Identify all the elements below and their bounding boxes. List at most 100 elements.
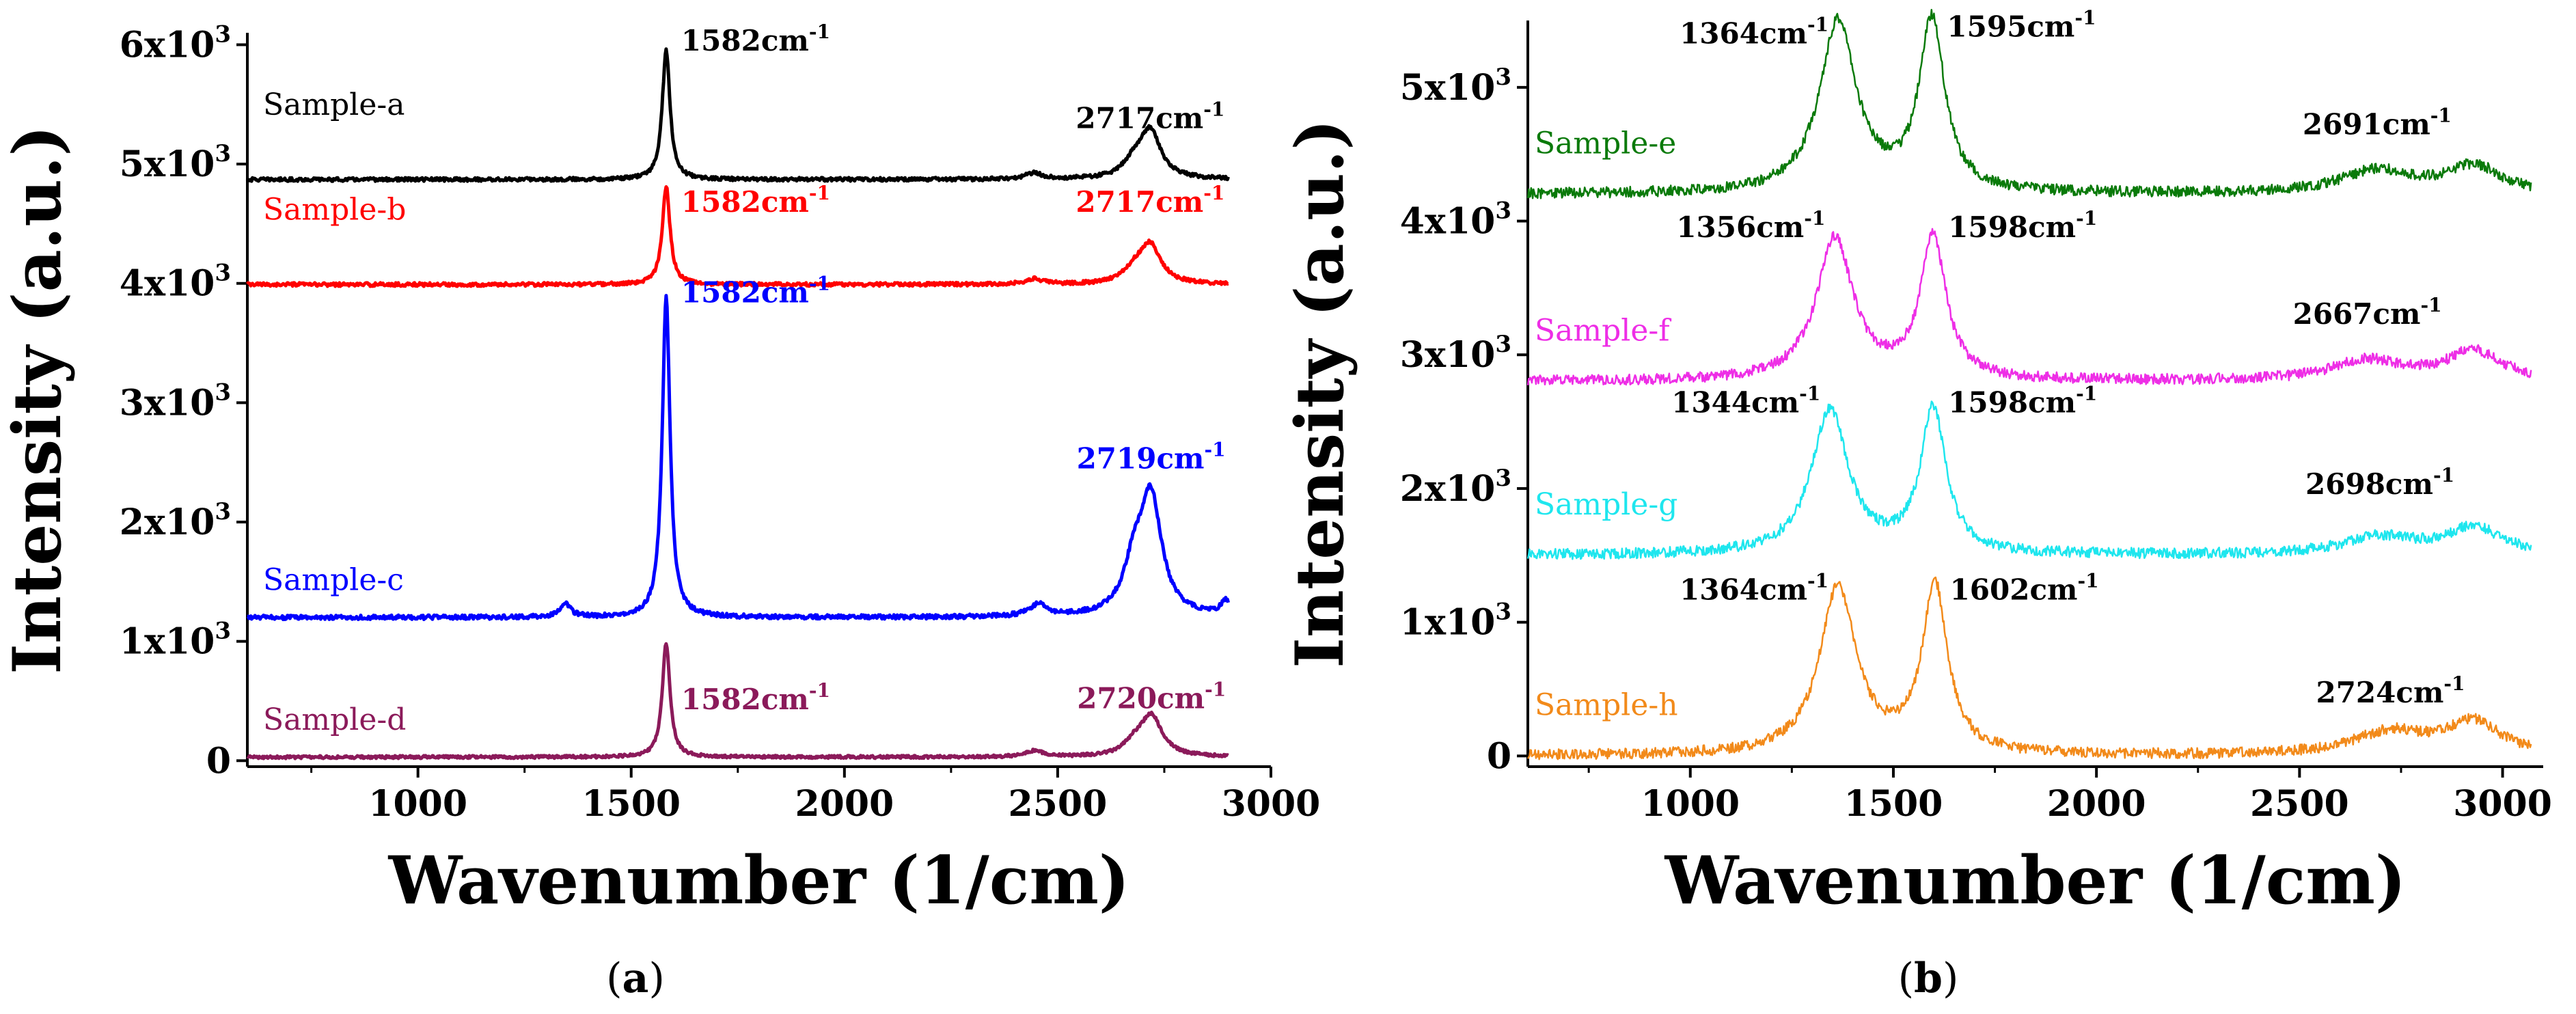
- peak-label-value: 2717cm: [1075, 102, 1203, 135]
- peak-label: 1356cm-1: [1676, 207, 1825, 244]
- y-tick-label: 6x103: [120, 20, 231, 66]
- x-tick-label: 1000: [368, 783, 467, 825]
- peak-label: 2720cm-1: [1077, 678, 1226, 715]
- y-tick-exponent: 3: [215, 379, 231, 406]
- peak-label: 2717cm-1: [1075, 98, 1224, 135]
- peak-label-exponent: -1: [1807, 13, 1828, 36]
- peak-label-exponent: -1: [2421, 294, 2442, 316]
- peak-label: 1598cm-1: [1948, 207, 2097, 244]
- y-tick-label: 0: [206, 740, 231, 782]
- y-tick-mantissa: 4x10: [1400, 201, 1496, 243]
- y-tick-mantissa: 1x10: [120, 621, 215, 663]
- y-tick-exponent: 3: [215, 260, 231, 287]
- peak-label-exponent: -1: [2074, 6, 2096, 29]
- peak-label-exponent: -1: [809, 679, 830, 702]
- peak-label: 2698cm-1: [2305, 464, 2454, 501]
- y-tick-label: 4x103: [120, 260, 231, 305]
- peak-label-exponent: -1: [809, 273, 830, 295]
- x-tick-label: 1500: [1844, 783, 1943, 825]
- panel-b: 1000 1500 2000 2500 30005x1034x1033x1032x103…: [1281, 6, 2552, 1002]
- peak-label-exponent: -1: [809, 182, 830, 204]
- y-tick-label: 5x103: [1400, 64, 1511, 109]
- y-tick-exponent: 3: [1495, 197, 1511, 225]
- peak-label: 2724cm-1: [2316, 672, 2465, 709]
- peak-label: 2717cm-1: [1075, 182, 1224, 219]
- panel-label-open: (: [1898, 955, 1914, 1002]
- peak-label-exponent: -1: [2433, 464, 2454, 487]
- series-line-sample-f: [1526, 228, 2532, 386]
- peak-label-value: 2691cm: [2303, 107, 2430, 141]
- peak-label-exponent: -1: [809, 20, 830, 43]
- peak-label: 1598cm-1: [1948, 382, 2097, 419]
- panel-label-open: (: [606, 955, 622, 1002]
- peak-label-exponent: -1: [2443, 672, 2465, 695]
- x-tick-label: 2000: [2047, 783, 2146, 825]
- peak-label: 2691cm-1: [2303, 104, 2452, 141]
- peak-label-exponent: -1: [1807, 569, 1828, 592]
- series-line-sample-c: [246, 294, 1231, 622]
- y-tick-mantissa: 3x10: [1400, 334, 1496, 376]
- peak-label-value: 1582cm: [681, 24, 809, 57]
- y-tick-label: 1x103: [120, 618, 231, 663]
- y-tick-mantissa: 4x10: [120, 263, 215, 305]
- peak-label-exponent: -1: [2078, 569, 2099, 592]
- y-tick-mantissa: 3x10: [120, 382, 215, 424]
- peak-label-value: 1582cm: [681, 683, 809, 716]
- y-tick-mantissa: 2x10: [1400, 468, 1496, 510]
- x-tick-label: 1500: [581, 783, 681, 825]
- y-tick-label: 3x103: [1400, 331, 1511, 376]
- peak-label-value: 1582cm: [681, 185, 809, 219]
- peak-label: 1582cm-1: [681, 182, 830, 219]
- series-line-sample-d: [246, 642, 1229, 760]
- peak-label-exponent: -1: [1799, 382, 1820, 405]
- peak-label: 1344cm-1: [1671, 382, 1820, 419]
- peak-label-value: 2698cm: [2305, 467, 2433, 501]
- y-tick-mantissa: 6x10: [120, 24, 215, 66]
- x-tick-label: 1000: [1641, 783, 1740, 825]
- peak-label-value: 2717cm: [1075, 185, 1203, 219]
- peak-label-exponent: -1: [1203, 182, 1224, 204]
- peak-label: 2719cm-1: [1077, 438, 1226, 475]
- y-axis-title: Intensity (a.u.): [0, 125, 76, 674]
- y-tick-mantissa: 0: [1487, 735, 1511, 777]
- peak-label: 1582cm-1: [681, 273, 830, 310]
- peak-label-exponent: -1: [1203, 98, 1224, 121]
- peak-label-value: 1364cm: [1680, 573, 1807, 606]
- panel-label-letter: a: [622, 955, 649, 1002]
- series-line-sample-h: [1526, 576, 2532, 760]
- x-axis-title: Wavenumber (1/cm): [388, 842, 1130, 919]
- panel-label-letter: b: [1914, 955, 1943, 1002]
- series-line-sample-b: [246, 185, 1229, 288]
- y-tick-label: 2x103: [1400, 465, 1511, 510]
- peak-label: 1582cm-1: [681, 20, 830, 57]
- peak-label-value: 1356cm: [1676, 210, 1804, 244]
- peak-label: 1595cm-1: [1947, 6, 2096, 43]
- peak-label-exponent: -1: [2076, 382, 2097, 405]
- peak-label: 1582cm-1: [681, 679, 830, 716]
- panel-label: (b): [1898, 955, 1959, 1002]
- y-tick-mantissa: 5x10: [1400, 67, 1496, 109]
- y-tick-exponent: 3: [1495, 465, 1511, 492]
- series-line-sample-a: [245, 47, 1230, 183]
- peak-label-value: 2667cm: [2293, 297, 2421, 331]
- x-tick-label: 2500: [2250, 783, 2349, 825]
- y-tick-label: 1x103: [1400, 599, 1511, 644]
- peak-label-value: 1598cm: [1948, 210, 2076, 244]
- y-tick-exponent: 3: [1495, 331, 1511, 358]
- y-tick-mantissa: 2x10: [120, 502, 215, 543]
- peak-label: 1364cm-1: [1680, 13, 1828, 50]
- y-tick-mantissa: 0: [206, 740, 231, 782]
- x-tick-label: 3000: [2453, 783, 2552, 825]
- peak-label-value: 1598cm: [1948, 385, 2076, 419]
- panel-a: 1000 1500 2000 2500 30006x1035x1034x1033x103…: [0, 20, 1320, 1002]
- series-name-label: Sample-a: [263, 87, 405, 122]
- x-tick-label: 2500: [1009, 783, 1108, 825]
- peak-label-value: 1595cm: [1947, 10, 2074, 43]
- peak-label: 2667cm-1: [2293, 294, 2442, 331]
- series-name-label: Sample-b: [263, 192, 406, 227]
- y-axis-title: Intensity (a.u.): [1281, 119, 1358, 668]
- panel-label-close: ): [1943, 955, 1958, 1002]
- peak-label-value: 2724cm: [2316, 676, 2443, 709]
- x-tick-label: 2000: [795, 783, 894, 825]
